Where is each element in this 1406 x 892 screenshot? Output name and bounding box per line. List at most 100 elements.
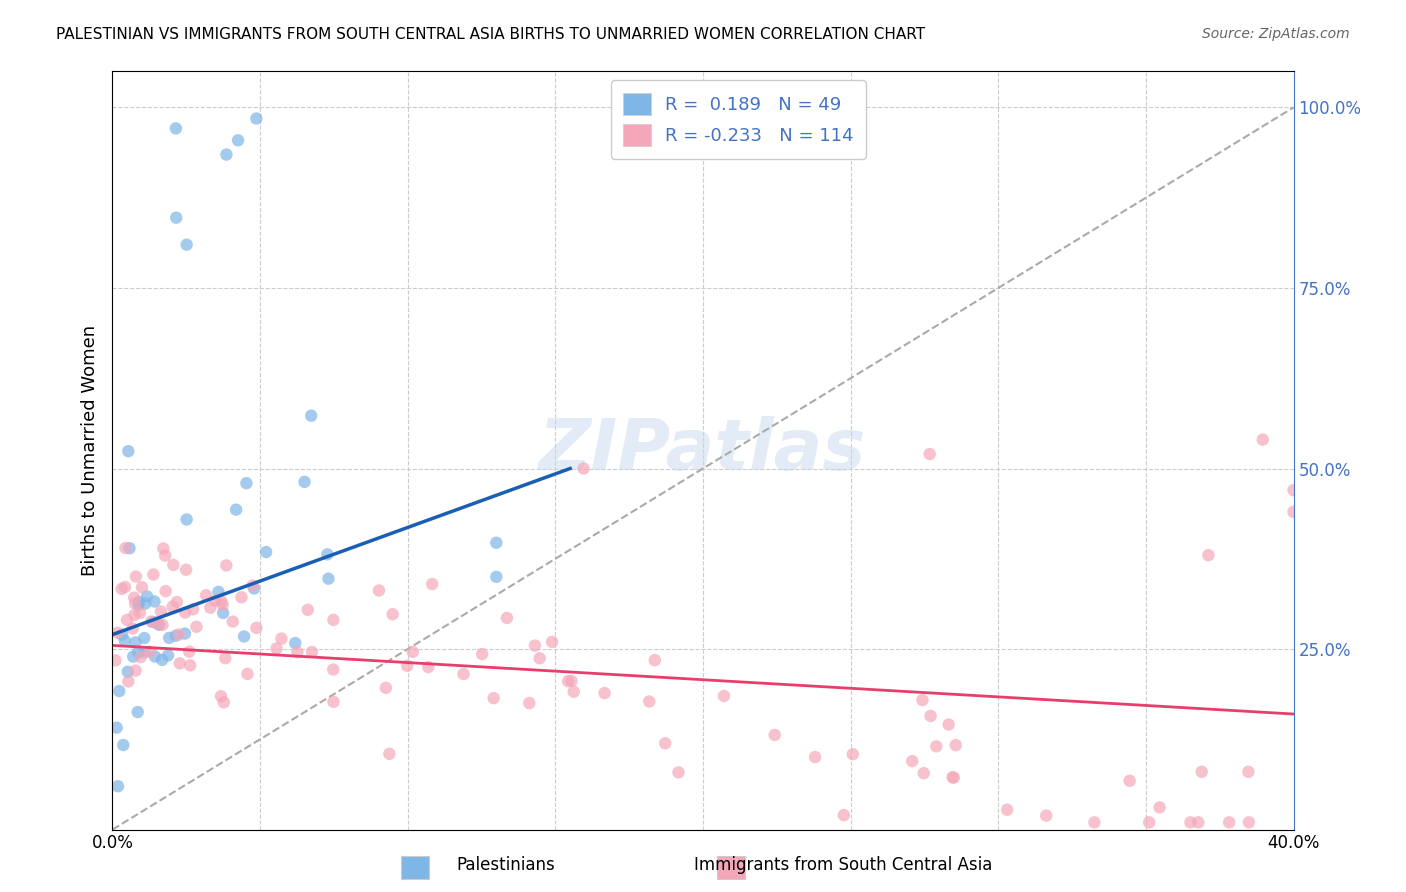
Point xyxy=(485,535,508,549)
Point xyxy=(496,611,519,625)
Point xyxy=(152,541,174,556)
Point xyxy=(162,599,184,614)
Point xyxy=(560,673,582,688)
Point xyxy=(322,613,344,627)
Point xyxy=(517,696,540,710)
Point xyxy=(572,461,595,475)
Point xyxy=(266,641,288,656)
Legend: R =  0.189   N = 49, R = -0.233   N = 114: R = 0.189 N = 49, R = -0.233 N = 114 xyxy=(610,80,866,159)
Point xyxy=(131,580,153,594)
Point xyxy=(150,653,173,667)
Point xyxy=(299,409,322,423)
Point xyxy=(209,690,232,704)
Point xyxy=(204,593,226,607)
Text: Source: ZipAtlas.com: Source: ZipAtlas.com xyxy=(1202,27,1350,41)
Point xyxy=(233,630,256,644)
Point xyxy=(142,615,165,629)
Point xyxy=(763,728,786,742)
Point xyxy=(1237,764,1260,779)
Point xyxy=(368,583,391,598)
Point xyxy=(804,750,827,764)
Point xyxy=(105,721,128,735)
Point xyxy=(995,803,1018,817)
Point xyxy=(1149,800,1171,814)
Point xyxy=(1237,815,1260,830)
Point xyxy=(287,645,309,659)
Point xyxy=(713,689,735,703)
Point xyxy=(142,567,165,582)
Point xyxy=(842,747,865,762)
Point xyxy=(157,631,180,645)
Point xyxy=(162,558,184,572)
Point xyxy=(245,621,267,635)
Text: Immigrants from South Central Asia: Immigrants from South Central Asia xyxy=(695,856,993,874)
Point xyxy=(112,738,135,752)
Point xyxy=(127,705,149,719)
Point xyxy=(156,648,179,663)
Point xyxy=(155,549,177,563)
Point xyxy=(128,595,150,609)
Point xyxy=(104,653,127,667)
Point xyxy=(1191,764,1213,779)
Point xyxy=(107,779,129,793)
Point xyxy=(420,577,443,591)
Point xyxy=(226,133,249,147)
Point xyxy=(316,547,339,561)
Point xyxy=(920,709,942,723)
Point xyxy=(127,645,149,659)
Point xyxy=(242,578,264,592)
Point xyxy=(186,620,208,634)
Point xyxy=(541,635,564,649)
Point xyxy=(297,603,319,617)
Point xyxy=(141,615,163,629)
Point xyxy=(254,545,277,559)
Point xyxy=(918,447,941,461)
Point xyxy=(181,602,204,616)
Point xyxy=(593,686,616,700)
Point xyxy=(169,657,191,671)
Point xyxy=(638,694,661,708)
Point xyxy=(912,766,935,780)
Point xyxy=(215,558,238,573)
Point xyxy=(284,636,307,650)
Point xyxy=(374,681,396,695)
Point xyxy=(235,476,257,491)
Point xyxy=(1218,815,1240,830)
Point xyxy=(270,632,292,646)
Point xyxy=(668,765,690,780)
Point xyxy=(322,663,344,677)
Point xyxy=(212,695,235,709)
Point xyxy=(381,607,404,622)
Point xyxy=(124,607,146,622)
Point xyxy=(155,584,177,599)
Point xyxy=(453,667,475,681)
Point xyxy=(114,541,136,555)
Point xyxy=(1282,505,1305,519)
Point xyxy=(111,628,134,642)
Point xyxy=(118,541,141,556)
Point xyxy=(1180,815,1202,830)
Point xyxy=(485,570,508,584)
Point xyxy=(121,622,143,636)
Point xyxy=(418,660,440,674)
Point xyxy=(114,580,136,594)
Point xyxy=(136,590,159,604)
Point xyxy=(166,595,188,609)
Point xyxy=(1137,815,1160,830)
Text: ZIPatlas: ZIPatlas xyxy=(540,416,866,485)
Point xyxy=(114,633,136,648)
Point xyxy=(942,770,965,784)
Point xyxy=(654,736,676,750)
Point xyxy=(482,691,505,706)
Point xyxy=(165,211,187,225)
Point xyxy=(129,606,152,620)
Point xyxy=(1251,433,1274,447)
Point xyxy=(529,651,551,665)
Point xyxy=(212,606,235,620)
Point xyxy=(174,626,197,640)
Point xyxy=(318,572,340,586)
Point xyxy=(938,717,960,731)
Point xyxy=(1187,815,1209,830)
Point xyxy=(209,594,232,608)
Point xyxy=(115,613,138,627)
